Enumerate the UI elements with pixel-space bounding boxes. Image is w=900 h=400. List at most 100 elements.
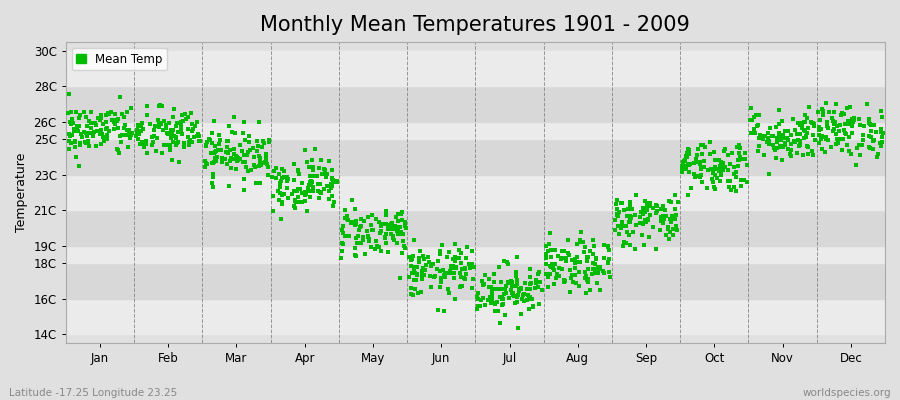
- Point: [152, 103, 166, 110]
- Point: [566, 278, 580, 285]
- Point: [291, 194, 305, 200]
- Point: [568, 256, 582, 262]
- Point: [97, 138, 112, 144]
- Point: [168, 141, 183, 148]
- Point: [814, 135, 828, 142]
- Point: [867, 136, 881, 143]
- Point: [149, 135, 164, 142]
- Point: [345, 219, 359, 226]
- Point: [591, 270, 606, 276]
- Point: [180, 134, 194, 140]
- Point: [174, 123, 188, 130]
- Point: [120, 109, 134, 116]
- Point: [752, 132, 767, 138]
- Point: [517, 291, 531, 297]
- Point: [433, 251, 447, 257]
- Bar: [66, 86, 885, 122]
- Point: [82, 118, 96, 124]
- Point: [780, 146, 795, 152]
- Point: [100, 124, 114, 131]
- Point: [140, 150, 154, 156]
- Point: [176, 144, 191, 151]
- Point: [413, 288, 428, 295]
- Point: [101, 110, 115, 116]
- Point: [875, 138, 889, 145]
- Point: [512, 286, 526, 292]
- Point: [703, 139, 717, 146]
- Point: [519, 286, 534, 292]
- Point: [609, 212, 624, 219]
- Point: [289, 198, 303, 205]
- Point: [348, 235, 363, 242]
- Point: [566, 272, 580, 278]
- Point: [159, 124, 174, 131]
- Point: [597, 270, 611, 276]
- Point: [259, 154, 274, 161]
- Point: [860, 101, 874, 108]
- Point: [769, 124, 783, 130]
- Point: [696, 141, 710, 148]
- Point: [363, 238, 377, 244]
- Point: [790, 150, 805, 156]
- Point: [847, 115, 861, 122]
- Point: [737, 177, 751, 184]
- Point: [409, 270, 423, 276]
- Point: [436, 267, 450, 273]
- Point: [476, 295, 491, 302]
- Point: [348, 206, 363, 213]
- Point: [266, 208, 281, 214]
- Point: [629, 192, 643, 198]
- Point: [670, 212, 684, 219]
- Point: [134, 122, 148, 129]
- Point: [212, 140, 227, 147]
- Point: [705, 176, 719, 182]
- Point: [723, 160, 737, 167]
- Point: [410, 290, 425, 296]
- Point: [662, 198, 676, 204]
- Point: [602, 269, 616, 275]
- Point: [517, 298, 531, 304]
- Point: [855, 132, 869, 138]
- Point: [548, 246, 562, 253]
- Text: worldspecies.org: worldspecies.org: [803, 388, 891, 398]
- Point: [113, 139, 128, 145]
- Point: [249, 180, 264, 186]
- Point: [610, 223, 625, 229]
- Point: [874, 129, 888, 136]
- Point: [431, 258, 446, 264]
- Point: [465, 248, 480, 254]
- Point: [796, 152, 810, 158]
- Point: [532, 300, 546, 307]
- Point: [814, 146, 829, 152]
- Point: [385, 226, 400, 232]
- Point: [523, 274, 537, 280]
- Point: [874, 108, 888, 114]
- Point: [197, 158, 211, 164]
- Point: [833, 136, 848, 142]
- Point: [638, 216, 652, 223]
- Point: [591, 268, 606, 275]
- Point: [64, 140, 78, 146]
- Point: [640, 201, 654, 208]
- Point: [656, 214, 670, 220]
- Point: [544, 262, 558, 269]
- Point: [680, 154, 695, 160]
- Point: [837, 127, 851, 134]
- Point: [484, 300, 499, 306]
- Point: [669, 223, 683, 230]
- Point: [122, 131, 137, 137]
- Point: [590, 256, 604, 262]
- Point: [593, 264, 608, 270]
- Point: [714, 170, 728, 176]
- Point: [125, 130, 140, 136]
- Point: [653, 214, 668, 220]
- Point: [280, 174, 294, 180]
- Point: [218, 156, 232, 162]
- Point: [654, 218, 669, 224]
- Point: [280, 178, 294, 184]
- Point: [472, 302, 487, 309]
- Point: [273, 184, 287, 190]
- Point: [500, 283, 514, 289]
- Point: [798, 118, 813, 125]
- Point: [509, 254, 524, 260]
